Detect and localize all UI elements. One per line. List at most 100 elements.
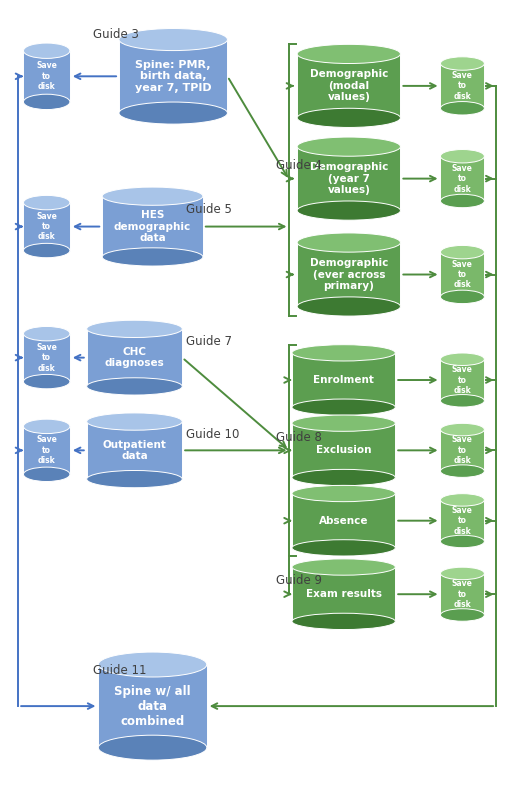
- Ellipse shape: [441, 609, 484, 621]
- Ellipse shape: [297, 297, 400, 316]
- Text: Outpatient
data: Outpatient data: [102, 440, 167, 461]
- Text: Save
to
disk: Save to disk: [452, 436, 473, 465]
- Ellipse shape: [297, 201, 400, 220]
- Ellipse shape: [292, 539, 395, 556]
- Bar: [297, 147, 400, 211]
- Bar: [297, 54, 400, 118]
- Ellipse shape: [441, 150, 484, 163]
- Ellipse shape: [102, 248, 203, 266]
- Bar: [292, 493, 395, 548]
- Bar: [441, 252, 484, 297]
- Ellipse shape: [441, 493, 484, 506]
- Ellipse shape: [87, 470, 182, 488]
- Ellipse shape: [292, 559, 395, 575]
- Text: Guide 3: Guide 3: [93, 29, 139, 41]
- Ellipse shape: [119, 102, 228, 124]
- Ellipse shape: [292, 345, 395, 361]
- Ellipse shape: [102, 187, 203, 205]
- Ellipse shape: [441, 567, 484, 580]
- Ellipse shape: [441, 394, 484, 407]
- Text: Guide 5: Guide 5: [186, 203, 232, 215]
- Text: Save
to
disk: Save to disk: [452, 365, 473, 395]
- Text: Save
to
disk: Save to disk: [36, 62, 57, 91]
- Ellipse shape: [23, 196, 70, 210]
- Bar: [292, 353, 395, 407]
- Text: Guide 9: Guide 9: [277, 573, 323, 587]
- Ellipse shape: [441, 535, 484, 548]
- Text: Demographic
(modal
values): Demographic (modal values): [310, 69, 388, 102]
- Ellipse shape: [23, 326, 70, 341]
- Bar: [292, 423, 395, 478]
- Text: Guide 11: Guide 11: [93, 664, 147, 677]
- Ellipse shape: [87, 320, 182, 337]
- Bar: [98, 664, 207, 748]
- Bar: [297, 242, 400, 307]
- Bar: [441, 63, 484, 109]
- Bar: [441, 573, 484, 615]
- Ellipse shape: [441, 424, 484, 436]
- Bar: [441, 429, 484, 471]
- Text: Guide 10: Guide 10: [186, 428, 240, 441]
- Text: Demographic
(year 7
values): Demographic (year 7 values): [310, 162, 388, 195]
- Ellipse shape: [441, 290, 484, 303]
- Text: Exclusion: Exclusion: [316, 445, 371, 455]
- Ellipse shape: [441, 101, 484, 115]
- Text: Absence: Absence: [319, 516, 369, 526]
- Bar: [102, 196, 203, 257]
- Text: CHC
diagnoses: CHC diagnoses: [104, 347, 164, 368]
- Text: Save
to
disk: Save to disk: [452, 260, 473, 289]
- Ellipse shape: [441, 246, 484, 259]
- Text: Save
to
disk: Save to disk: [36, 436, 57, 465]
- Ellipse shape: [292, 470, 395, 485]
- Bar: [87, 329, 182, 386]
- Ellipse shape: [292, 415, 395, 432]
- Bar: [441, 500, 484, 542]
- Ellipse shape: [441, 194, 484, 208]
- Ellipse shape: [441, 353, 484, 365]
- Ellipse shape: [297, 137, 400, 156]
- Ellipse shape: [23, 467, 70, 482]
- Text: Save
to
disk: Save to disk: [452, 506, 473, 535]
- Text: Guide 8: Guide 8: [277, 431, 323, 444]
- Bar: [292, 567, 395, 622]
- Text: Guide 4: Guide 4: [277, 159, 323, 173]
- Text: Enrolment: Enrolment: [313, 375, 374, 385]
- Text: Guide 7: Guide 7: [186, 335, 232, 348]
- Ellipse shape: [441, 57, 484, 70]
- Ellipse shape: [23, 419, 70, 433]
- Text: Save
to
disk: Save to disk: [36, 343, 57, 372]
- Ellipse shape: [297, 44, 400, 63]
- Ellipse shape: [98, 652, 207, 677]
- Ellipse shape: [292, 613, 395, 630]
- Bar: [23, 203, 70, 250]
- Text: Spine w/ all
data
combined: Spine w/ all data combined: [114, 684, 191, 728]
- Text: Save
to
disk: Save to disk: [452, 164, 473, 193]
- Ellipse shape: [23, 375, 70, 389]
- Ellipse shape: [297, 233, 400, 252]
- Ellipse shape: [441, 465, 484, 478]
- Text: Save
to
disk: Save to disk: [452, 579, 473, 609]
- Text: Exam results: Exam results: [306, 589, 382, 600]
- Bar: [441, 156, 484, 201]
- Ellipse shape: [119, 29, 228, 51]
- Ellipse shape: [87, 413, 182, 430]
- Ellipse shape: [292, 399, 395, 415]
- Ellipse shape: [23, 243, 70, 257]
- Ellipse shape: [98, 735, 207, 760]
- Text: Demographic
(ever across
primary): Demographic (ever across primary): [310, 258, 388, 291]
- Ellipse shape: [297, 109, 400, 128]
- Text: Save
to
disk: Save to disk: [452, 71, 473, 101]
- Ellipse shape: [87, 378, 182, 395]
- Ellipse shape: [23, 43, 70, 59]
- Bar: [23, 426, 70, 474]
- Text: Spine: PMR,
birth data,
year 7, TPID: Spine: PMR, birth data, year 7, TPID: [135, 59, 211, 93]
- Bar: [119, 40, 228, 113]
- Bar: [441, 360, 484, 401]
- Text: HES
demographic
data: HES demographic data: [114, 210, 191, 243]
- Text: Save
to
disk: Save to disk: [36, 211, 57, 242]
- Bar: [23, 333, 70, 382]
- Ellipse shape: [292, 485, 395, 501]
- Bar: [87, 421, 182, 479]
- Bar: [23, 51, 70, 102]
- Ellipse shape: [23, 94, 70, 109]
